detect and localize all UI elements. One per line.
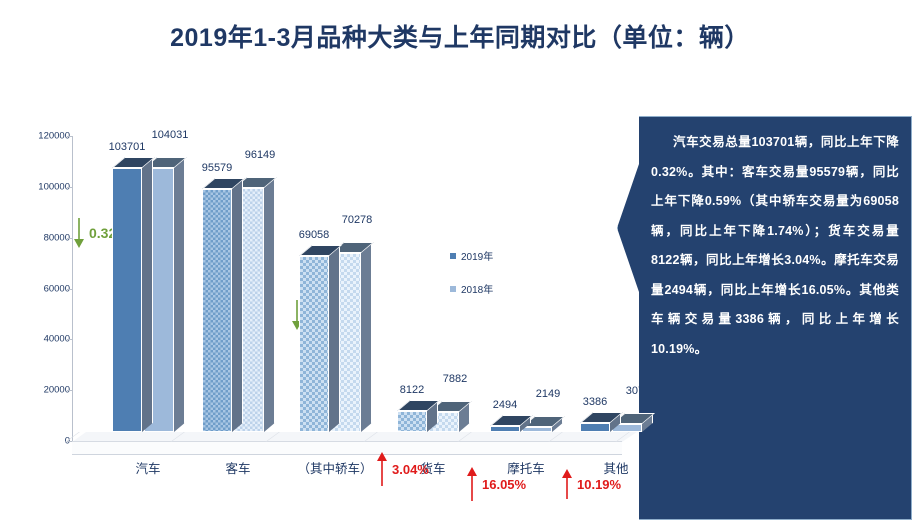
bar-2018[interactable] [522, 415, 566, 432]
bar-value-label: 104031 [151, 128, 189, 141]
bar-group: 69058 70278 [299, 127, 376, 432]
bar-value-label: 70278 [341, 214, 373, 227]
y-axis-tick [67, 237, 72, 239]
y-axis-tick [67, 186, 72, 188]
y-axis-tick [67, 339, 72, 341]
bar-group: 2494 2149 [490, 127, 567, 432]
bar-group: 103701 104031 [108, 127, 189, 432]
up-arrow-icon [467, 467, 477, 501]
page-title: 2019年1-3月品种大类与上年同期对比（单位：辆） [170, 24, 750, 52]
y-axis: 0 20000 40000 60000 80000 100000 120000 [0, 100, 70, 529]
y-axis-tick-label: 100000 [38, 181, 70, 193]
bar-2019[interactable] [490, 414, 534, 432]
bar-front-face [112, 168, 142, 432]
bar-2019[interactable] [397, 400, 441, 432]
bar-side-face [329, 247, 340, 432]
bar-2019[interactable] [202, 178, 246, 432]
bar-value-label: 95579 [201, 162, 233, 175]
up-arrow-icon [377, 452, 387, 486]
bar-group: 95579 96149 [202, 127, 279, 432]
x-axis-label: 客车 [225, 462, 251, 476]
bar-value-label: 3386 [582, 396, 608, 409]
bar-value-label: 69058 [298, 229, 330, 242]
bar-front-face [299, 256, 329, 432]
down-arrow-icon [74, 218, 84, 248]
x-axis-label: 汽车 [135, 462, 161, 476]
legend-label: 2018年 [461, 285, 494, 296]
y-axis-tick [67, 390, 72, 392]
legend-item-2018年[interactable]: 2018年 [450, 281, 493, 296]
bar-side-face [232, 179, 243, 432]
up-arrow-icon [562, 469, 572, 499]
bar-front-face [580, 423, 610, 432]
x-axis-labels: 汽车 客车 （其中轿车） 货车 摩托车 其他 [72, 458, 652, 488]
bar-side-face [142, 159, 153, 432]
bar-side-face [264, 178, 275, 432]
callout-summary-text: 汽车交易总量103701辆，同比上年下降0.32%。其中：客车交易量95579辆… [651, 135, 899, 356]
bar-value-label: 2494 [492, 398, 518, 411]
chart-floor-plane [65, 432, 643, 456]
summary-callout: 汽车交易总量103701辆，同比上年下降0.32%。其中：客车交易量95579辆… [617, 116, 912, 520]
y-axis-tick-label: 0 [12, 436, 70, 447]
chart-plot-area: 0 20000 40000 60000 80000 100000 120000 103701… [0, 100, 660, 529]
bar-value-label: 8122 [399, 384, 425, 397]
y-axis-tick [67, 288, 72, 290]
bar-value-label: 96149 [244, 148, 276, 161]
bar-side-face [361, 244, 372, 432]
bar-group: 3386 3073 [580, 127, 657, 432]
callout-bubble-shape [617, 116, 912, 520]
legend-label: 2019年 [461, 252, 494, 263]
bar-front-face [490, 425, 520, 432]
bar-value-label: 103701 [108, 141, 146, 154]
floor-front [72, 441, 622, 455]
bar-value-label: 7882 [442, 372, 468, 385]
chart-legend: 2019年 2018年 [450, 248, 493, 314]
bar-group: 8122 7882 [397, 127, 474, 432]
delta-percent-label: 3.04% [392, 461, 429, 477]
x-axis-label: （其中轿车） [297, 462, 373, 476]
y-axis-line [72, 136, 73, 441]
y-axis-tick-label: 60000 [43, 283, 70, 294]
legend-swatch-icon [450, 252, 456, 259]
y-axis-tick [67, 441, 72, 442]
bar-front-face [522, 426, 552, 432]
bar-groups: 103701 104031 95579 96149 69058 70278 8122 7882… [72, 100, 656, 456]
legend-swatch-icon [450, 285, 456, 292]
bar-2019[interactable] [299, 245, 343, 432]
x-axis-label: 摩托车 [507, 462, 545, 476]
y-axis-tick [67, 136, 72, 137]
delta-percent-label: 10.19% [577, 476, 622, 492]
delta-percent-label: 16.05% [482, 476, 527, 492]
bar-2019[interactable] [112, 157, 156, 432]
delta-annotation-摩托车: 16.05% [465, 467, 526, 501]
legend-item-2019年[interactable]: 2019年 [450, 248, 493, 263]
bar-2019[interactable] [580, 412, 624, 432]
y-axis-tick-label: 120000 [38, 130, 70, 142]
x-axis-label: 货车 [420, 462, 446, 476]
floor-top [72, 432, 637, 442]
x-axis-label: 其他 [603, 462, 629, 476]
bar-front-face [397, 411, 427, 432]
bar-side-face [174, 158, 185, 432]
bar-front-face [202, 189, 232, 432]
delta-annotation-其他: 10.19% [560, 469, 621, 499]
y-axis-tick-label: 80000 [43, 232, 70, 244]
delta-annotation-货车: 3.04% [375, 452, 429, 486]
y-axis-tick-label: 40000 [43, 333, 70, 345]
bar-value-label: 2149 [535, 387, 561, 400]
y-axis-tick-label: 20000 [43, 384, 70, 396]
